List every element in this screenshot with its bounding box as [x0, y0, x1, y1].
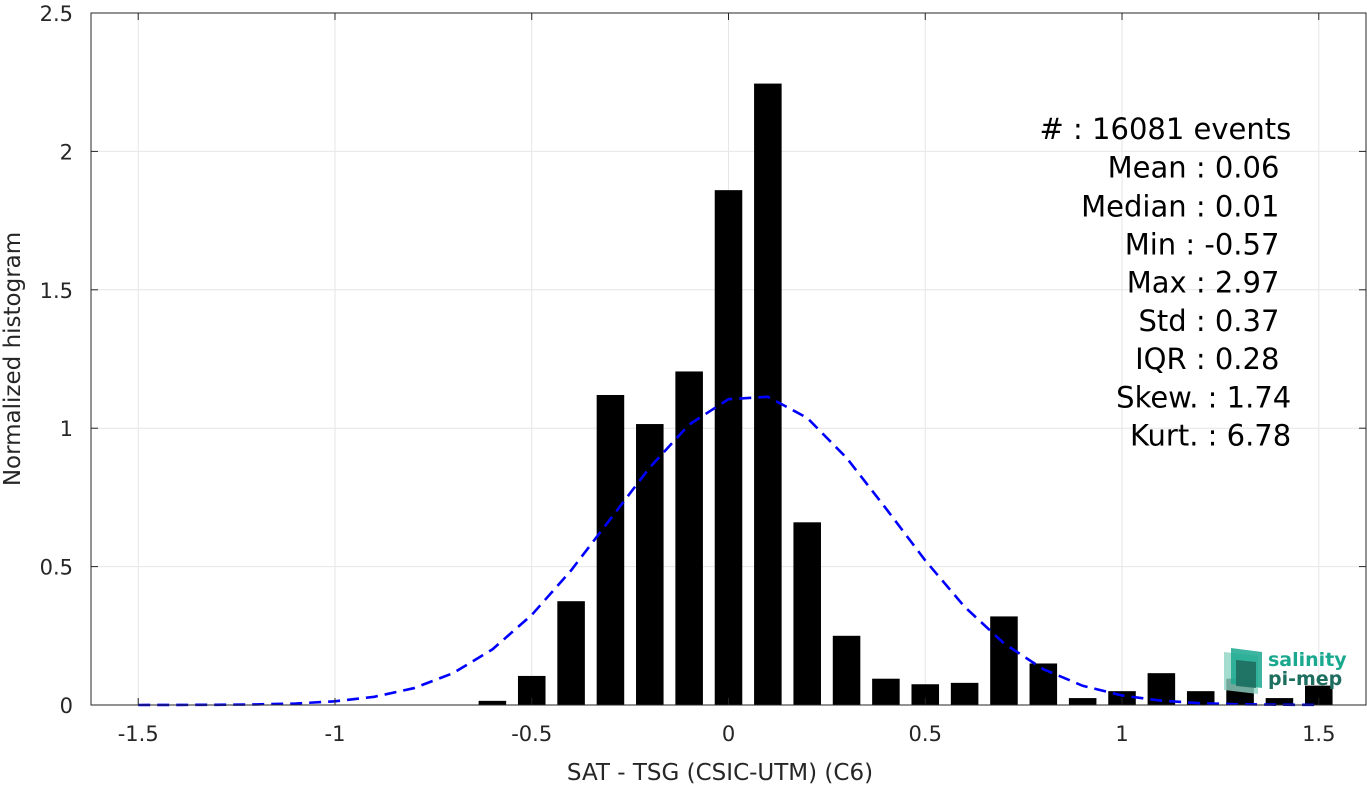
histogram-bar — [950, 682, 979, 705]
y-axis-label: Normalized histogram — [0, 232, 26, 486]
y-tick-label: 1 — [60, 417, 73, 441]
stats-line: Median : 0.01 — [1081, 189, 1279, 223]
x-tick-label: 1.5 — [1302, 722, 1335, 746]
x-tick-label: 0.5 — [909, 722, 942, 746]
y-tick-label: 1.5 — [40, 279, 73, 303]
y-tick-label: 2 — [60, 140, 73, 164]
histogram-bar — [557, 601, 585, 705]
salinity-pi-mep-logo: salinity pi-mep — [1224, 648, 1347, 694]
histogram-bar — [636, 424, 664, 705]
x-tick-label: -1 — [325, 722, 346, 746]
y-tick-label: 0.5 — [40, 556, 73, 580]
y-tick-labels: 0 0.5 1 1.5 2 2.5 — [40, 2, 73, 718]
x-axis-label: SAT - TSG (CSIC-UTM) (C6) — [567, 760, 873, 785]
histogram-bar — [596, 394, 625, 705]
x-tick-labels: -1.5 -1 -0.5 0 0.5 1 1.5 — [118, 722, 1336, 746]
stats-line: Skew. : 1.74 — [1116, 380, 1291, 414]
histogram-bar — [754, 83, 782, 706]
histogram-bar — [911, 684, 940, 705]
x-tick-label: 1 — [1115, 722, 1128, 746]
histogram-bar — [832, 635, 861, 705]
logo-line2: pi-mep — [1268, 668, 1342, 690]
stats-line: # : 16081 events — [1040, 112, 1292, 146]
histogram-bar — [1068, 698, 1097, 705]
histogram-bar — [793, 522, 821, 705]
stats-annotation: # : 16081 events Mean : 0.06 Median : 0.01… — [1040, 112, 1292, 453]
axis-ticks — [91, 12, 1366, 706]
histogram-bar — [478, 700, 507, 705]
stats-line: Kurt. : 6.78 — [1130, 419, 1291, 453]
x-tick-label: 0 — [722, 722, 735, 746]
stats-line: IQR : 0.28 — [1135, 342, 1279, 376]
histogram-bar — [714, 190, 743, 706]
histogram-bar — [990, 616, 1018, 705]
histogram-bars — [478, 83, 1333, 706]
logo-line1: salinity — [1268, 649, 1347, 671]
histogram-bar — [1305, 685, 1333, 705]
logo-mark-icon — [1224, 648, 1262, 694]
histogram-bar — [675, 371, 703, 705]
stats-line: Max : 2.97 — [1127, 266, 1280, 300]
y-tick-label: 0 — [60, 694, 73, 718]
histogram-bar — [872, 678, 900, 705]
x-tick-label: -1.5 — [118, 722, 159, 746]
stats-line: Mean : 0.06 — [1108, 151, 1280, 185]
stats-line: Min : -0.57 — [1125, 227, 1280, 261]
stats-line: Std : 0.37 — [1138, 304, 1279, 338]
x-tick-label: -0.5 — [511, 722, 552, 746]
histogram-bar — [1265, 698, 1294, 705]
y-tick-label: 2.5 — [40, 2, 73, 26]
